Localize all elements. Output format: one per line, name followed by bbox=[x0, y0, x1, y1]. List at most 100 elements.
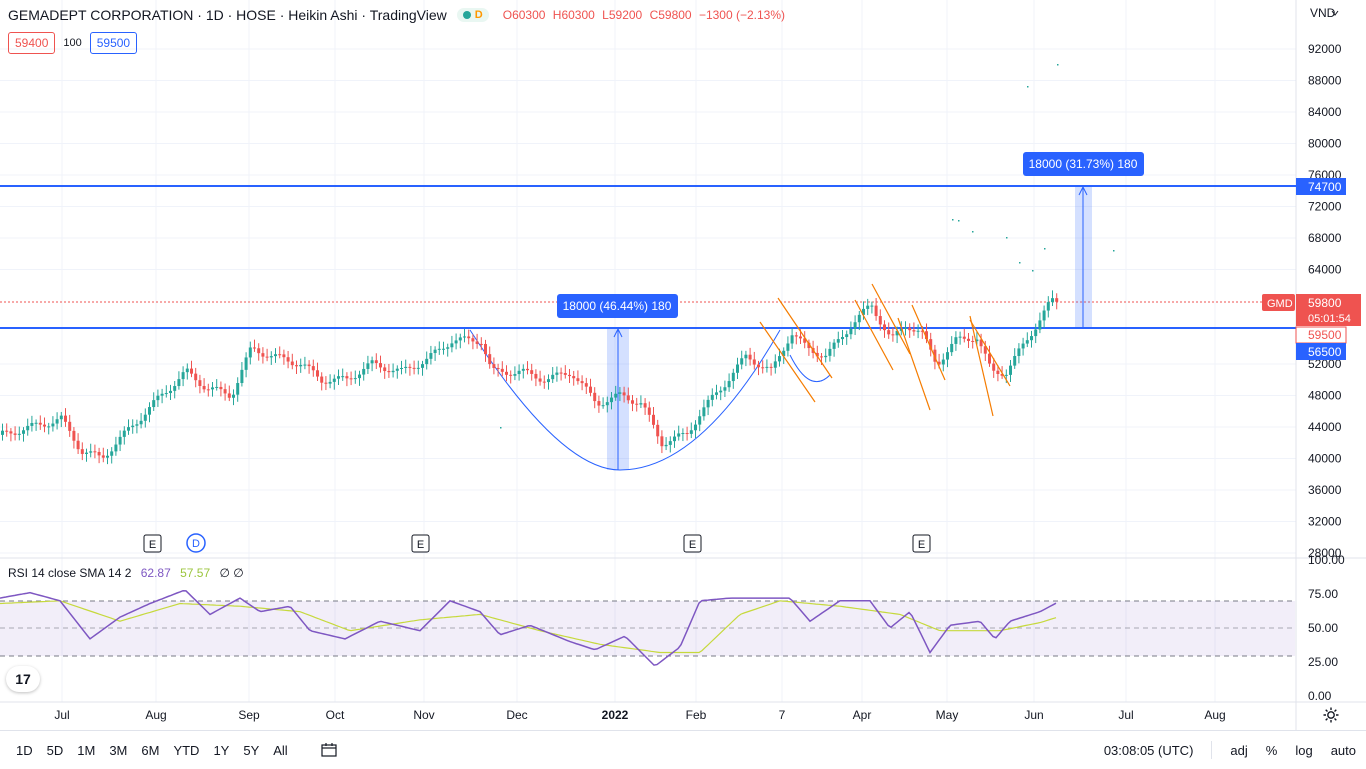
candle-body bbox=[164, 393, 168, 395]
candle-body bbox=[194, 373, 198, 381]
candle-body bbox=[824, 355, 828, 358]
earnings-marker[interactable]: E bbox=[683, 534, 702, 553]
price-tick: 84000 bbox=[1308, 105, 1342, 119]
candle-body bbox=[681, 433, 685, 435]
dividend-marker[interactable]: D bbox=[186, 533, 206, 553]
log-toggle[interactable]: log bbox=[1295, 742, 1313, 758]
candle-body bbox=[841, 337, 844, 340]
candle-body bbox=[257, 348, 261, 354]
candle-body bbox=[853, 322, 857, 329]
candle-body bbox=[185, 368, 189, 373]
sell-button[interactable]: 59400 bbox=[8, 32, 56, 54]
tradingview-logo[interactable]: 17 bbox=[6, 666, 40, 692]
quantity-value[interactable]: 100 bbox=[63, 37, 82, 49]
percent-toggle[interactable]: % bbox=[1265, 742, 1278, 758]
candle-body bbox=[34, 422, 38, 424]
svg-text:18000 (46.44%) 180: 18000 (46.44%) 180 bbox=[563, 299, 672, 313]
candle-body bbox=[341, 376, 345, 378]
candle-body bbox=[353, 378, 357, 380]
candle-body bbox=[580, 381, 584, 384]
range-button-1m[interactable]: 1M bbox=[77, 742, 96, 758]
range-button-1d[interactable]: 1D bbox=[16, 742, 33, 758]
candle-body bbox=[1034, 329, 1038, 337]
range-button-5y[interactable]: 5Y bbox=[243, 742, 260, 758]
candle-body bbox=[374, 360, 378, 364]
symbol-label: GMD bbox=[1262, 294, 1295, 311]
cup-pattern-arc[interactable] bbox=[469, 329, 781, 471]
date-range-buttons: 1D 5D 1M 3M 6M YTD 1Y 5Y All bbox=[9, 743, 295, 758]
price-tick: 72000 bbox=[1308, 200, 1342, 214]
candle-body bbox=[80, 449, 84, 454]
earnings-marker[interactable]: E bbox=[143, 534, 162, 553]
currency-label[interactable]: VND bbox=[1310, 6, 1336, 20]
candle-body bbox=[173, 386, 177, 391]
handle-arc[interactable] bbox=[789, 354, 831, 383]
candle-body bbox=[93, 451, 97, 453]
chevron-down-icon[interactable] bbox=[1331, 10, 1339, 16]
candle-body bbox=[790, 335, 794, 344]
time-axis[interactable]: Jul Aug Sep Oct Nov Dec 2022 Feb 7 Apr May Jun Jul Au… bbox=[54, 708, 1225, 722]
adj-toggle[interactable]: adj bbox=[1230, 742, 1248, 758]
range-button-5d[interactable]: 5D bbox=[46, 742, 64, 758]
candle-body bbox=[55, 419, 59, 424]
calendar-icon[interactable] bbox=[321, 743, 337, 757]
price-tick: 52000 bbox=[1308, 357, 1342, 371]
rsi-tick: 50.00 bbox=[1308, 621, 1338, 635]
candle-body bbox=[219, 386, 223, 390]
time-tick: Aug bbox=[1204, 708, 1225, 722]
candle-body bbox=[135, 424, 139, 426]
svg-text:E: E bbox=[417, 539, 424, 551]
pattern-lines[interactable] bbox=[759, 283, 1011, 417]
earnings-marker[interactable]: E bbox=[411, 534, 430, 553]
candle-body bbox=[282, 354, 286, 358]
range-button-6m[interactable]: 6M bbox=[141, 742, 160, 758]
data-status-icon: D bbox=[474, 9, 483, 21]
svg-text:D: D bbox=[192, 538, 200, 550]
symbol-title[interactable]: GEMADEPT CORPORATION · 1D · HOSE · Heiki… bbox=[8, 7, 447, 23]
earnings-marker[interactable]: E bbox=[912, 534, 931, 553]
svg-text:GMD: GMD bbox=[1267, 298, 1293, 310]
svg-text:59500: 59500 bbox=[1308, 328, 1342, 342]
range-button-ytd[interactable]: YTD bbox=[173, 742, 200, 758]
candle-body bbox=[68, 421, 72, 431]
candle-body bbox=[324, 382, 328, 384]
price-axis[interactable]: 9200088000840008000076000720006800064000… bbox=[1308, 42, 1342, 560]
gear-icon[interactable] bbox=[1322, 706, 1340, 724]
candle-body bbox=[38, 422, 42, 425]
range-button-3m[interactable]: 3M bbox=[109, 742, 128, 758]
candle-body bbox=[832, 342, 836, 349]
candle-body bbox=[631, 400, 634, 404]
rsi-axis[interactable]: 100.00 75.00 50.00 25.00 0.00 bbox=[1308, 553, 1345, 703]
divider bbox=[1211, 741, 1213, 759]
rsi-title[interactable]: RSI 14 close SMA 14 2 bbox=[8, 566, 132, 580]
candle-body bbox=[463, 336, 466, 338]
range-button-1y[interactable]: 1Y bbox=[213, 742, 230, 758]
price-tick: 48000 bbox=[1308, 389, 1342, 403]
buy-button[interactable]: 59500 bbox=[89, 32, 138, 54]
candle-body bbox=[1038, 320, 1042, 330]
candle-body bbox=[332, 378, 336, 382]
grid-lines bbox=[0, 0, 1296, 702]
range-button-all[interactable]: All bbox=[273, 742, 288, 758]
candle-body bbox=[752, 359, 756, 365]
candle-body bbox=[526, 368, 529, 371]
svg-text:74700: 74700 bbox=[1308, 180, 1342, 194]
market-status-pill[interactable]: D bbox=[456, 8, 489, 22]
candle-body bbox=[152, 400, 156, 408]
time-tick: Oct bbox=[326, 708, 345, 722]
candle-body bbox=[664, 444, 668, 447]
candle-body bbox=[248, 347, 252, 358]
candle-body bbox=[572, 376, 576, 379]
svg-text:E: E bbox=[918, 539, 925, 551]
utc-clock[interactable]: 03:08:05 (UTC) bbox=[1103, 742, 1194, 758]
candle-body bbox=[9, 431, 13, 434]
candle-body bbox=[101, 455, 105, 458]
candle-body bbox=[727, 381, 731, 388]
candle-body bbox=[874, 305, 878, 317]
quick-trade: 59400 100 59500 bbox=[8, 32, 138, 54]
auto-toggle[interactable]: auto bbox=[1330, 742, 1356, 758]
candle-body bbox=[387, 371, 391, 373]
candle-body bbox=[206, 389, 210, 391]
candle-body bbox=[614, 393, 618, 398]
